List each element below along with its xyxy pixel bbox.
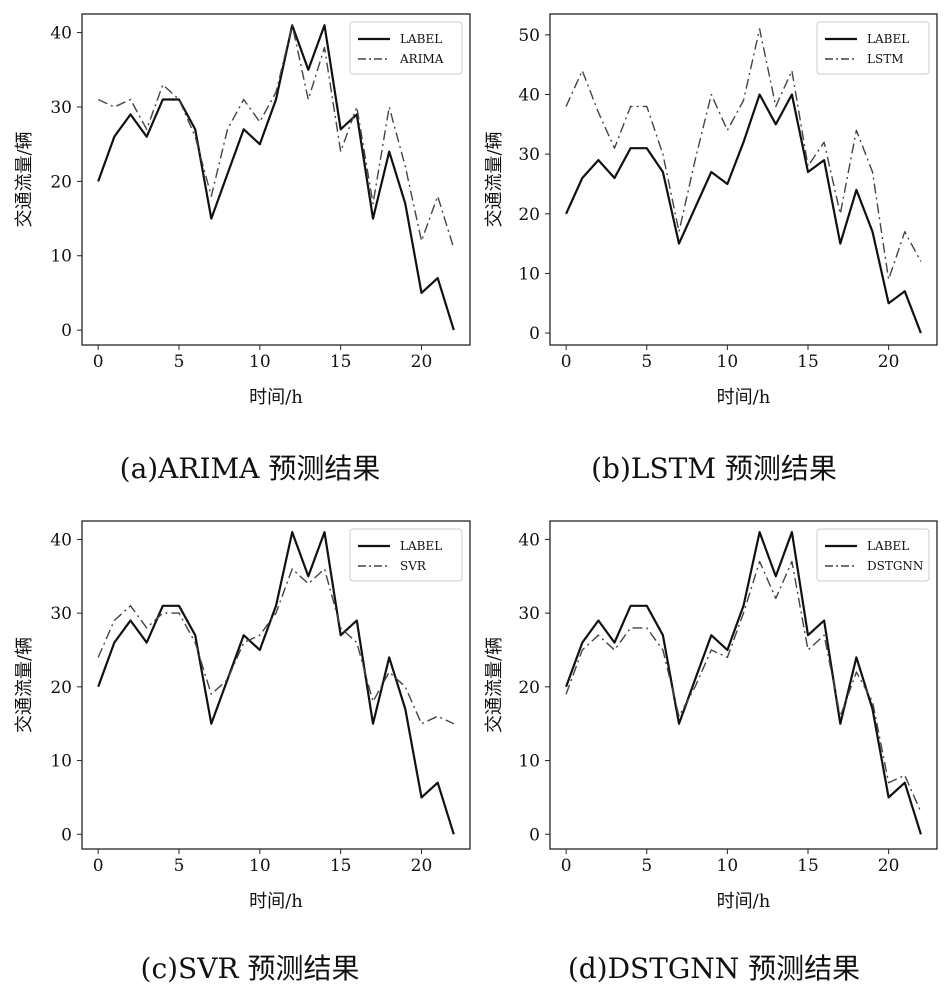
y-tick-label: 40 <box>50 530 72 550</box>
x-axis-label: 时间/h <box>249 891 303 912</box>
legend-label: SVR <box>400 559 427 573</box>
y-axis-label: 交通流量/辆 <box>14 131 35 227</box>
panel-caption: (b)LSTM 预测结果 <box>591 452 837 485</box>
x-tick-label: 0 <box>561 352 572 372</box>
y-tick-label: 0 <box>61 825 72 845</box>
legend: LABEL LSTM <box>816 21 930 75</box>
chart-panel-3: 0 5 10 15 20 0 10 20 30 40 时间/h 交通流量/辆 LABEL SVR (c)SV… <box>14 520 471 985</box>
x-tick-label: 20 <box>878 352 900 372</box>
x-tick-label: 10 <box>717 856 739 876</box>
series-line-lstm <box>565 28 922 281</box>
legend-label: LABEL <box>400 32 442 46</box>
y-tick-label: 10 <box>50 247 72 267</box>
x-axis-label: 时间/h <box>717 387 771 408</box>
plot-frame <box>549 520 938 850</box>
legend-label: ARIMA <box>399 52 444 66</box>
x-tick-label: 20 <box>411 856 433 876</box>
x-tick-label: 0 <box>561 856 572 876</box>
y-tick-label: 10 <box>518 264 540 284</box>
legend-box <box>349 528 463 582</box>
x-tick-label: 20 <box>878 856 900 876</box>
x-tick-label: 10 <box>249 352 271 372</box>
x-tick-label: 10 <box>249 856 271 876</box>
chart-panel-4: 0 5 10 15 20 0 10 20 30 40 时间/h 交通流量/辆 LABEL DSTGNN (d… <box>484 520 938 985</box>
y-axis-label: 交通流量/辆 <box>484 637 505 733</box>
y-tick-label: 20 <box>518 678 540 698</box>
legend-label: LABEL <box>867 539 909 553</box>
x-tick-label: 20 <box>411 352 433 372</box>
plot-frame <box>81 13 471 346</box>
chart-panel-1: 0 5 10 15 20 0 10 20 30 40 时间/h 交通流量/辆 LABEL ARIMA (a)… <box>14 13 471 485</box>
y-tick-label: 30 <box>518 145 540 165</box>
y-tick-label: 10 <box>50 752 72 772</box>
y-tick-label: 20 <box>50 678 72 698</box>
y-axis-label: 交通流量/辆 <box>14 637 35 733</box>
x-tick-label: 10 <box>717 352 739 372</box>
x-tick-label: 5 <box>641 352 652 372</box>
x-tick-label: 15 <box>330 856 352 876</box>
legend-label: DSTGNN <box>867 559 923 573</box>
legend-label: LABEL <box>867 32 909 46</box>
series-line-dstgnn <box>565 560 922 813</box>
y-tick-label: 0 <box>529 825 540 845</box>
x-tick-label: 5 <box>174 856 185 876</box>
series-line-label <box>97 24 455 331</box>
legend-label: LSTM <box>867 52 903 66</box>
y-tick-label: 30 <box>50 604 72 624</box>
y-axis-label: 交通流量/辆 <box>484 131 505 227</box>
x-axis-label: 时间/h <box>249 387 303 408</box>
series-line-svr <box>97 568 455 725</box>
y-tick-label: 40 <box>518 530 540 550</box>
legend-box <box>816 528 930 582</box>
legend: LABEL ARIMA <box>349 21 463 75</box>
y-tick-label: 20 <box>518 205 540 225</box>
legend: LABEL DSTGNN <box>816 528 930 582</box>
y-tick-label: 40 <box>50 24 72 44</box>
x-tick-label: 15 <box>797 352 819 372</box>
x-tick-label: 5 <box>174 352 185 372</box>
series-line-arima <box>97 24 455 249</box>
x-axis-label: 时间/h <box>717 891 771 912</box>
y-tick-label: 30 <box>518 604 540 624</box>
plot-frame <box>81 520 471 850</box>
legend-box <box>349 21 463 75</box>
legend: LABEL SVR <box>349 528 463 582</box>
legend-label: LABEL <box>400 539 442 553</box>
y-tick-label: 30 <box>50 98 72 118</box>
y-tick-label: 10 <box>518 752 540 772</box>
y-tick-label: 50 <box>518 26 540 46</box>
x-tick-label: 0 <box>93 352 104 372</box>
x-tick-label: 15 <box>797 856 819 876</box>
panel-caption: (d)DSTGNN 预测结果 <box>568 952 860 985</box>
y-tick-label: 20 <box>50 172 72 192</box>
series-line-label <box>565 530 922 835</box>
y-tick-label: 0 <box>529 324 540 344</box>
chart-panel-2: 0 5 10 15 20 0 10 20 30 40 50 时间/h 交通流量/辆 LABEL LSTM (b… <box>484 13 938 485</box>
y-tick-label: 40 <box>518 86 540 106</box>
series-line-label <box>565 93 922 334</box>
legend-box <box>816 21 930 75</box>
x-tick-label: 15 <box>330 352 352 372</box>
x-tick-label: 5 <box>641 856 652 876</box>
y-tick-label: 0 <box>61 321 72 341</box>
plot-frame <box>549 13 938 346</box>
panel-caption: (a)ARIMA 预测结果 <box>120 452 381 485</box>
panel-caption: (c)SVR 预测结果 <box>141 952 360 985</box>
x-tick-label: 0 <box>93 856 104 876</box>
